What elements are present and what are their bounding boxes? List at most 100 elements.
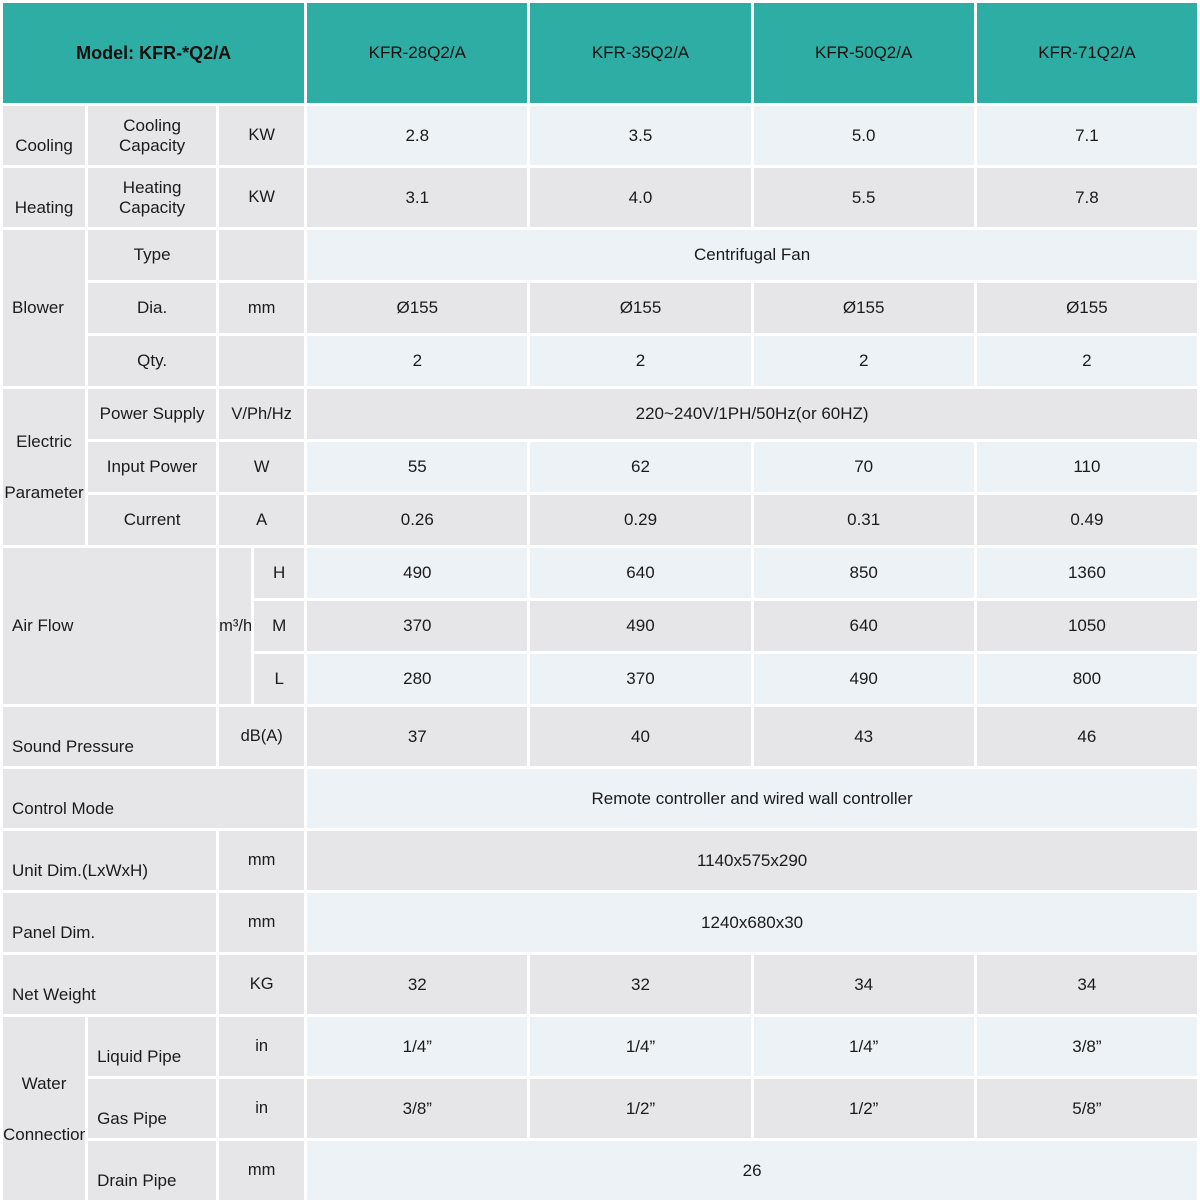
- unit-label: KG: [219, 955, 305, 1014]
- value-cell: Ø155: [753, 283, 974, 333]
- row-label: Heating Capacity: [88, 168, 217, 227]
- value-cell: 2: [530, 336, 751, 386]
- table-row: Input Power W 55 62 70 110: [3, 442, 1197, 492]
- table-row: Net Weight KG 32 32 34 34: [3, 955, 1197, 1014]
- table-row: L 280 370 490 800: [3, 654, 1197, 704]
- unit-label: W: [219, 442, 305, 492]
- unit-label: V/Ph/Hz: [219, 389, 305, 439]
- row-group-label: Cooling: [3, 106, 86, 165]
- value-cell: Ø155: [530, 283, 751, 333]
- unit-label-empty: [219, 230, 305, 280]
- value-cell: 34: [976, 955, 1197, 1014]
- value-cell: 850: [753, 548, 974, 598]
- table-row: Panel Dim. mm 1240x680x30: [3, 893, 1197, 952]
- value-cell: 32: [530, 955, 751, 1014]
- value-cell: 40: [530, 707, 751, 766]
- table-row: Blower Type Centrifugal Fan: [3, 230, 1197, 386]
- value-cell: 70: [753, 442, 974, 492]
- unit-label: A: [219, 495, 305, 545]
- value-cell: 5.0: [753, 106, 974, 165]
- table-row: Heating Heating Capacity KW 3.1 4.0 5.5 …: [3, 168, 1197, 227]
- column-header-model-3: KFR-50Q2/A: [753, 3, 974, 103]
- value-cell: 1/2”: [530, 1079, 751, 1138]
- row-label: Qty.: [88, 336, 217, 386]
- value-cell: 370: [530, 654, 751, 704]
- value-cell: Ø155: [307, 283, 528, 333]
- value-cell: 43: [753, 707, 974, 766]
- value-cell: 5/8”: [976, 1079, 1197, 1138]
- value-cell: 55: [307, 442, 528, 492]
- value-cell: 0.49: [976, 495, 1197, 545]
- merged-value-cell: 1140x575x290: [307, 831, 1197, 890]
- value-cell: Ø155: [976, 283, 1197, 333]
- value-cell: 1360: [976, 548, 1197, 598]
- unit-label: in: [219, 1017, 305, 1076]
- column-header-model-4: KFR-71Q2/A: [976, 3, 1197, 103]
- table-row: Cooling Cooling Capacity KW 2.8 3.5 5.0 …: [3, 106, 1197, 165]
- table-row: Gas Pipe in 3/8” 1/2” 1/2” 5/8”: [3, 1079, 1197, 1138]
- unit-label: mm: [219, 893, 305, 952]
- value-cell: 640: [753, 601, 974, 651]
- row-group-label: Electric Parameter: [3, 389, 86, 545]
- value-cell: 0.31: [753, 495, 974, 545]
- row-group-label: Blower: [3, 230, 86, 386]
- table-row: Electric Parameter Power Supply V/Ph/Hz …: [3, 389, 1197, 545]
- value-cell: 1/4”: [307, 1017, 528, 1076]
- unit-label: mm: [219, 283, 305, 333]
- model-header: Model: KFR-*Q2/A: [3, 3, 305, 103]
- value-cell: 490: [530, 601, 751, 651]
- value-cell: 0.29: [530, 495, 751, 545]
- value-cell: 3.5: [530, 106, 751, 165]
- value-cell: 4.0: [530, 168, 751, 227]
- value-cell: 800: [976, 654, 1197, 704]
- value-cell: 490: [753, 654, 974, 704]
- merged-value-cell: Remote controller and wired wall control…: [307, 769, 1197, 828]
- unit-label: mm: [219, 1141, 305, 1200]
- value-cell: 62: [530, 442, 751, 492]
- value-cell: 7.8: [976, 168, 1197, 227]
- value-cell: 3/8”: [976, 1017, 1197, 1076]
- row-group-label: Panel Dim.: [3, 893, 217, 952]
- row-label: Current: [88, 495, 217, 545]
- merged-value-cell: Centrifugal Fan: [307, 230, 1197, 280]
- row-label: Dia.: [88, 283, 217, 333]
- row-label: M: [254, 601, 305, 651]
- table-row: Control Mode Remote controller and wired…: [3, 769, 1197, 828]
- row-group-label: Sound Pressure: [3, 707, 217, 766]
- value-cell: 2: [976, 336, 1197, 386]
- unit-label: KW: [219, 106, 305, 165]
- column-header-model-1: KFR-28Q2/A: [307, 3, 528, 103]
- merged-value-cell: 26: [307, 1141, 1197, 1200]
- unit-label: mm: [219, 831, 305, 890]
- value-cell: 280: [307, 654, 528, 704]
- value-cell: 110: [976, 442, 1197, 492]
- row-label: Gas Pipe: [88, 1079, 217, 1138]
- value-cell: 3/8”: [307, 1079, 528, 1138]
- unit-label-empty: [219, 336, 305, 386]
- unit-label: dB(A): [219, 707, 305, 766]
- table-row: Air Flow m³/h H 490 640 850 1360: [3, 548, 1197, 704]
- table-row: Dia. mm Ø155 Ø155 Ø155 Ø155: [3, 283, 1197, 333]
- row-group-label: Control Mode: [3, 769, 305, 828]
- value-cell: 640: [530, 548, 751, 598]
- row-group-label: Heating: [3, 168, 86, 227]
- row-label: H: [254, 548, 305, 598]
- row-group-label: Air Flow: [3, 548, 217, 704]
- value-cell: 490: [307, 548, 528, 598]
- unit-label: m³/h: [219, 548, 252, 704]
- merged-value-cell: 220~240V/1PH/50Hz(or 60HZ): [307, 389, 1197, 439]
- row-group-label: Unit Dim.(LxWxH): [3, 831, 217, 890]
- value-cell: 370: [307, 601, 528, 651]
- table-row: Water Connection Liquid Pipe in 1/4” 1/4…: [3, 1017, 1197, 1200]
- value-cell: 7.1: [976, 106, 1197, 165]
- value-cell: 1/2”: [753, 1079, 974, 1138]
- value-cell: 5.5: [753, 168, 974, 227]
- value-cell: 32: [307, 955, 528, 1014]
- value-cell: 2: [753, 336, 974, 386]
- table-row: Drain Pipe mm 26: [3, 1141, 1197, 1200]
- value-cell: 46: [976, 707, 1197, 766]
- column-header-model-2: KFR-35Q2/A: [530, 3, 751, 103]
- table-row: Current A 0.26 0.29 0.31 0.49: [3, 495, 1197, 545]
- value-cell: 3.1: [307, 168, 528, 227]
